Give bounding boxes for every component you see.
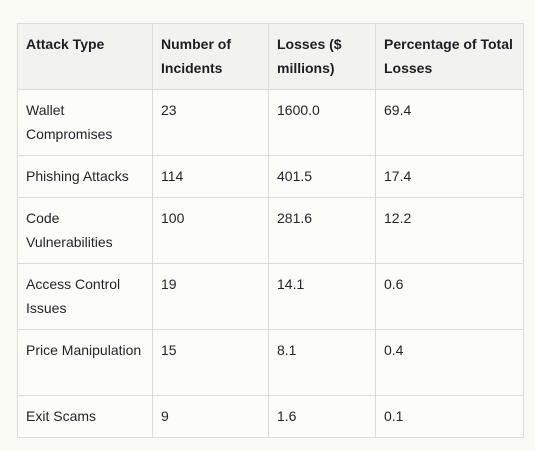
header-attack-type: Attack Type — [17, 23, 153, 90]
table-row: Code Vulnerabilities 100 281.6 12.2 — [17, 197, 524, 264]
cell-attack-type: Exit Scams — [17, 395, 153, 438]
table-row: Wallet Compromises 23 1600.0 69.4 — [17, 89, 524, 156]
cell-incidents: 23 — [152, 89, 269, 156]
header-row: Attack Type Number of Incidents Losses (… — [17, 23, 524, 90]
table-row: Phishing Attacks 114 401.5 17.4 — [17, 155, 524, 198]
cell-losses: 8.1 — [268, 329, 376, 396]
cell-attack-type: Phishing Attacks — [17, 155, 153, 198]
cell-percentage: 17.4 — [375, 155, 524, 198]
cell-losses: 14.1 — [268, 263, 376, 330]
cell-losses: 281.6 — [268, 197, 376, 264]
cell-incidents: 15 — [152, 329, 269, 396]
table-header: Attack Type Number of Incidents Losses (… — [17, 23, 524, 90]
cell-losses: 1.6 — [268, 395, 376, 438]
cell-incidents: 9 — [152, 395, 269, 438]
cell-losses: 401.5 — [268, 155, 376, 198]
cell-incidents: 100 — [152, 197, 269, 264]
cell-percentage: 0.6 — [375, 263, 524, 330]
cell-attack-type: Access Control Issues — [17, 263, 153, 330]
cell-percentage: 12.2 — [375, 197, 524, 264]
cell-attack-type: Price Manipulation — [17, 329, 153, 396]
cell-percentage: 69.4 — [375, 89, 524, 156]
cell-percentage: 0.1 — [375, 395, 524, 438]
header-losses: Losses ($ millions) — [268, 23, 376, 90]
table-row: Exit Scams 9 1.6 0.1 — [17, 395, 524, 438]
cell-attack-type: Wallet Compromises — [17, 89, 153, 156]
attack-losses-table: Attack Type Number of Incidents Losses (… — [17, 23, 524, 438]
header-number-of-incidents: Number of Incidents — [152, 23, 269, 90]
cell-attack-type: Code Vulnerabilities — [17, 197, 153, 264]
cell-incidents: 114 — [152, 155, 269, 198]
cell-incidents: 19 — [152, 263, 269, 330]
header-percentage: Percentage of Total Losses — [375, 23, 524, 90]
table-body: Wallet Compromises 23 1600.0 69.4 Phishi… — [17, 89, 524, 438]
cell-losses: 1600.0 — [268, 89, 376, 156]
cell-percentage: 0.4 — [375, 329, 524, 396]
table-row: Price Manipulation 15 8.1 0.4 — [17, 329, 524, 396]
table-row: Access Control Issues 19 14.1 0.6 — [17, 263, 524, 330]
